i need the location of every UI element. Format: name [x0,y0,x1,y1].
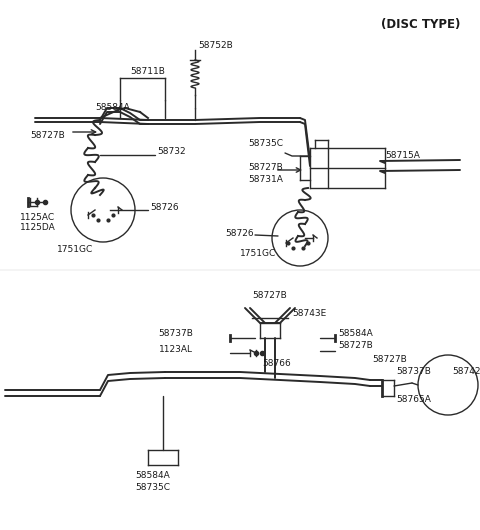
Text: 58584A: 58584A [95,103,130,112]
Text: 58766: 58766 [262,358,291,367]
Text: 1751GC: 1751GC [240,250,276,259]
Text: 58735C: 58735C [248,138,283,147]
Text: 58737B: 58737B [396,367,431,376]
Text: 58727B: 58727B [338,341,373,350]
Text: 58735C: 58735C [135,483,170,492]
Text: 58727B: 58727B [372,356,407,365]
Text: 1125DA: 1125DA [20,224,56,233]
Text: 1125AC: 1125AC [20,214,55,223]
Text: 58584A: 58584A [338,329,373,338]
Text: 58752B: 58752B [198,40,233,49]
Text: 58711B: 58711B [130,67,165,76]
Text: 58731A: 58731A [248,175,283,184]
Text: 58737B: 58737B [158,329,193,338]
Text: 58742D: 58742D [452,367,480,376]
Text: 58727B: 58727B [252,292,287,301]
Text: 58765A: 58765A [396,395,431,404]
Text: 58715A: 58715A [385,152,420,161]
Text: 58743E: 58743E [292,308,326,317]
Text: 58726: 58726 [150,204,179,213]
Text: 1751GC: 1751GC [57,245,93,254]
Text: 58726: 58726 [225,228,253,237]
Text: 58727B: 58727B [30,130,65,139]
Text: 58727B: 58727B [248,163,283,172]
Text: 1123AL: 1123AL [159,346,193,355]
Text: (DISC TYPE): (DISC TYPE) [381,18,460,31]
Text: 58732: 58732 [157,147,186,156]
Text: 58584A: 58584A [135,471,170,480]
